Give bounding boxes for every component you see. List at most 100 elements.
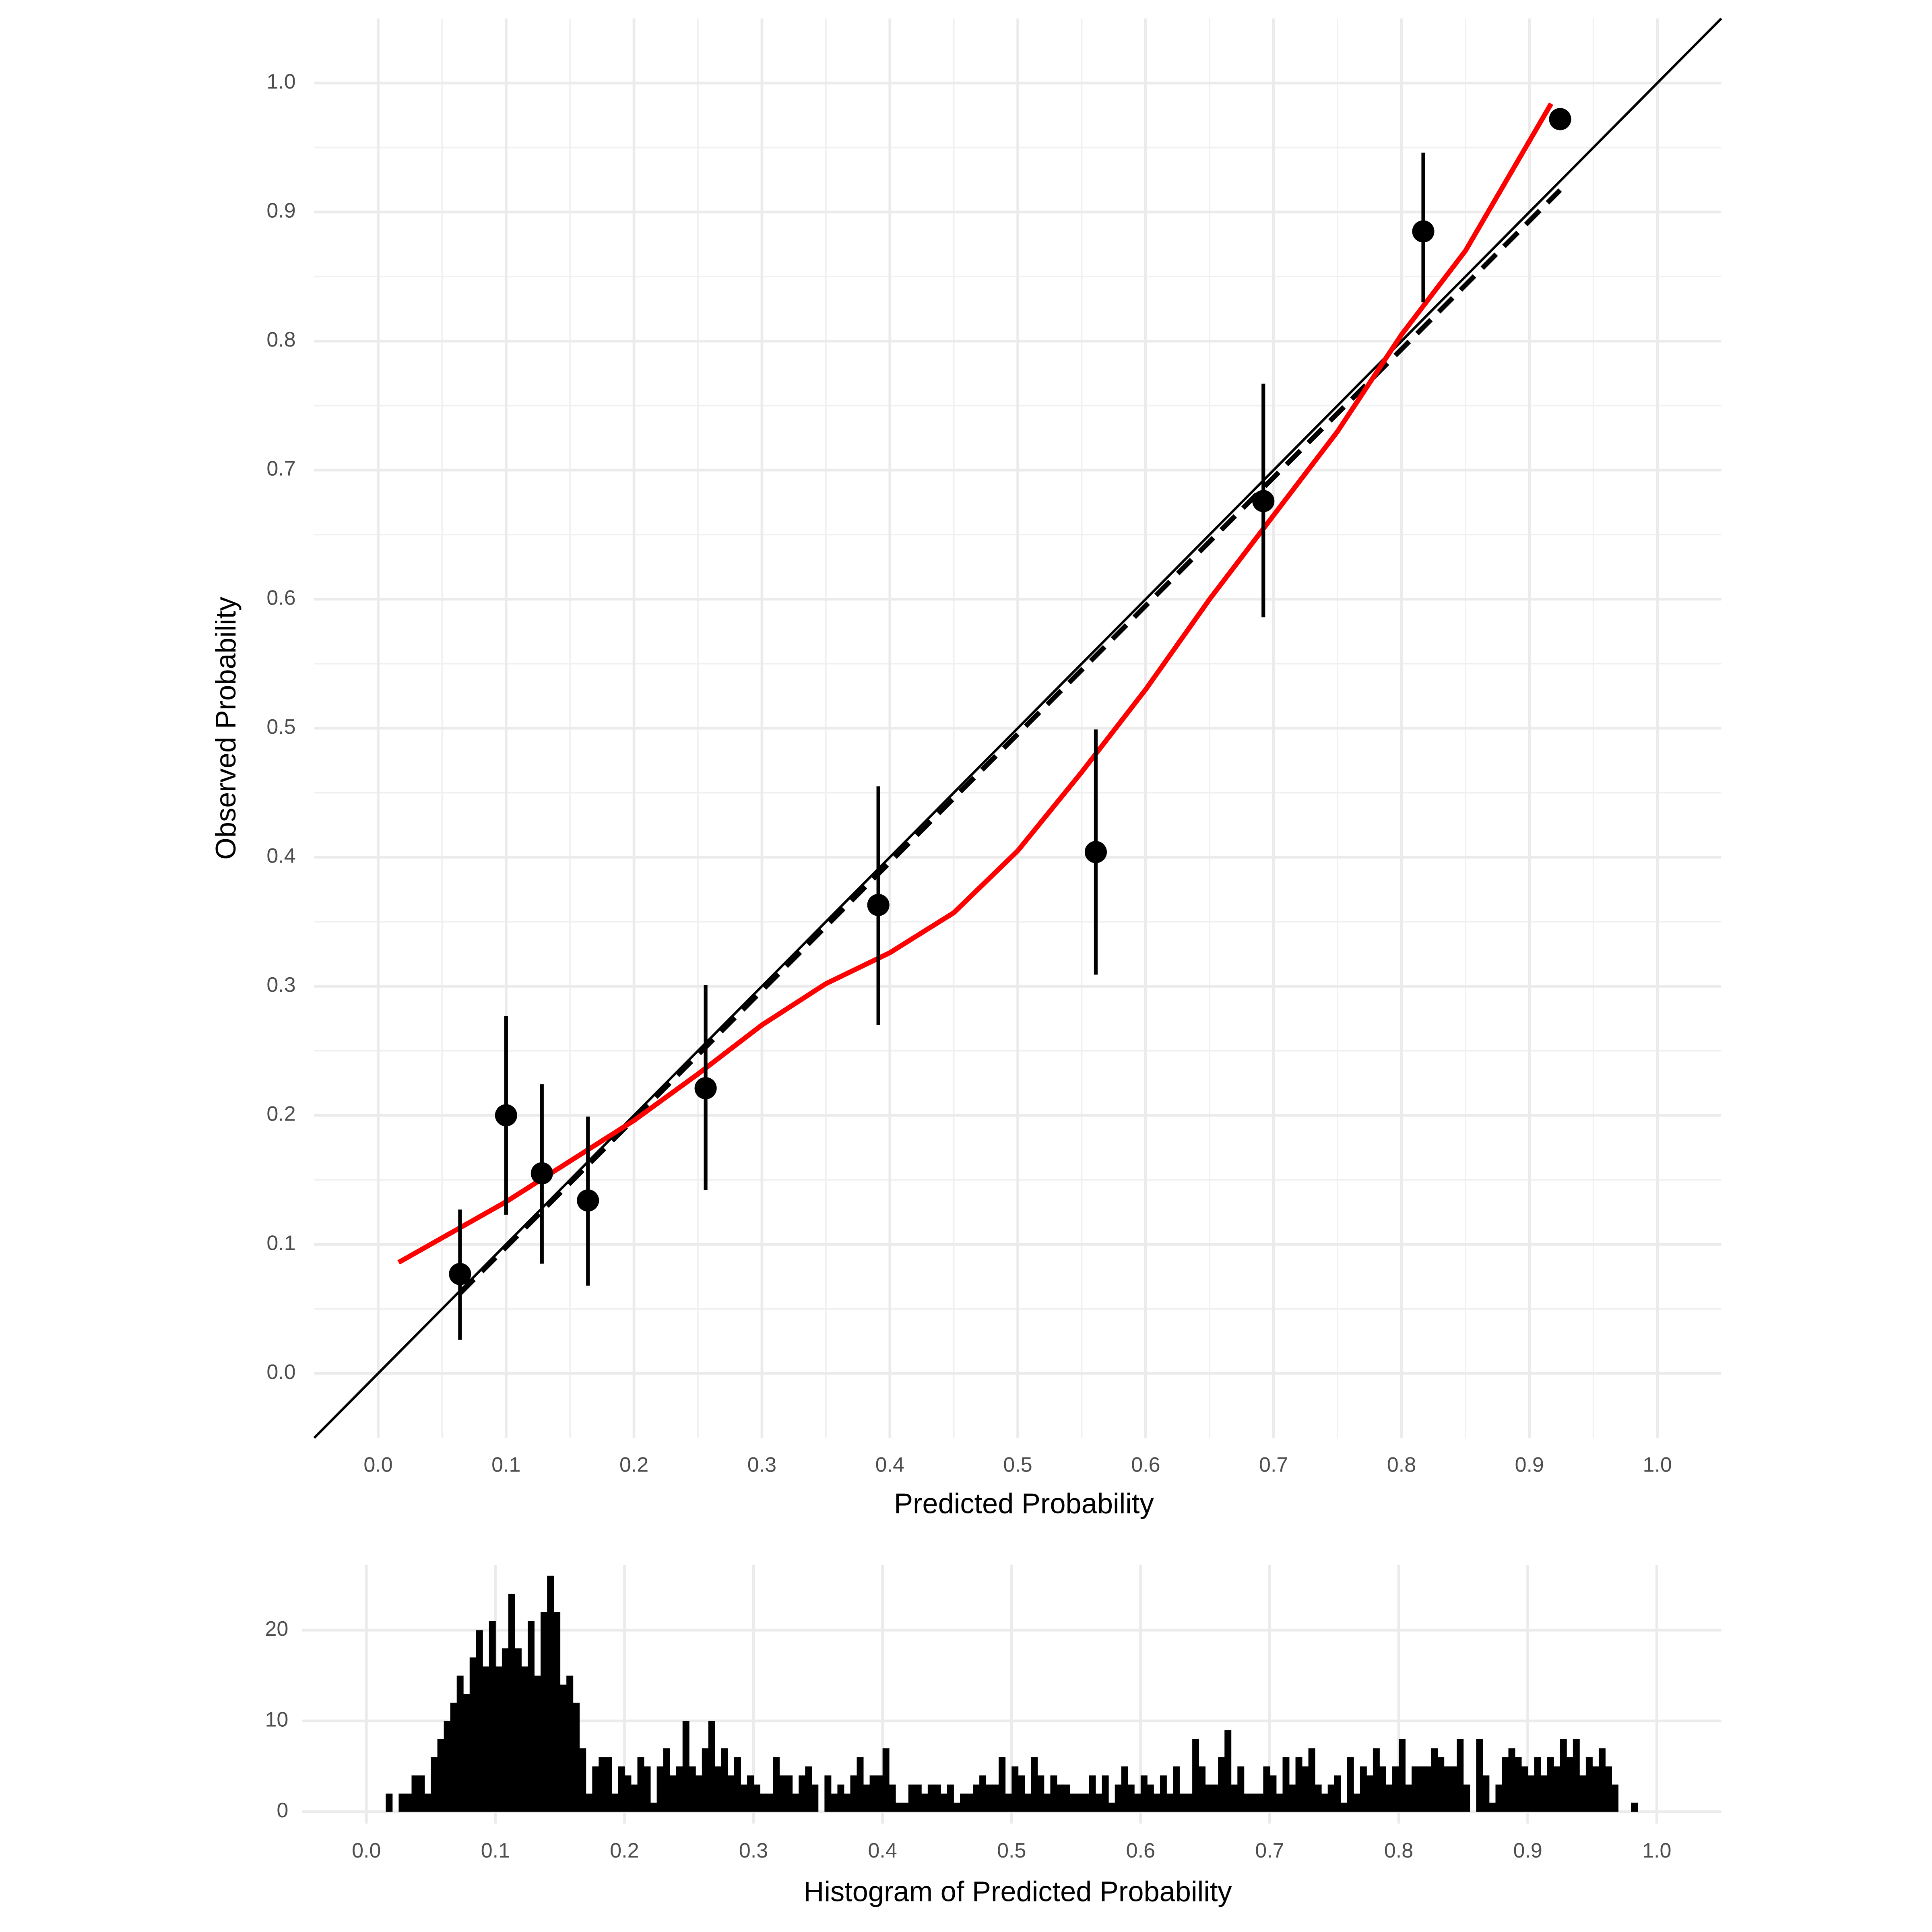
histogram-bar: [979, 1775, 987, 1812]
histogram-bar: [605, 1757, 612, 1812]
histogram-bar: [999, 1757, 1006, 1812]
histogram-bar: [966, 1794, 974, 1812]
x-tick-label: 0.2: [610, 1839, 639, 1862]
histogram-bar: [753, 1784, 761, 1812]
x-tick-label: 0.7: [1259, 1453, 1288, 1477]
histogram-bar: [1269, 1775, 1277, 1812]
histogram-bar: [1166, 1794, 1173, 1812]
histogram-bar: [1495, 1784, 1503, 1812]
histogram-bar: [553, 1612, 561, 1812]
histogram-bar: [1250, 1794, 1257, 1812]
histogram-bar: [1224, 1730, 1232, 1812]
histogram-bar: [1450, 1766, 1457, 1812]
histogram-bar: [940, 1794, 947, 1812]
x-tick-label: 0.1: [481, 1839, 510, 1862]
histogram-bar: [1102, 1775, 1109, 1812]
histogram-bar: [850, 1775, 857, 1812]
y-tick-label: 20: [265, 1617, 288, 1641]
histogram-bar: [1463, 1784, 1470, 1812]
histogram-bar: [1199, 1766, 1206, 1812]
y-tick-label: 0.2: [266, 1102, 295, 1126]
histogram-bar: [482, 1666, 489, 1812]
histogram-bar: [773, 1757, 780, 1812]
histogram-bar: [1263, 1766, 1270, 1812]
histogram-bar: [1140, 1775, 1148, 1812]
point: [449, 1263, 471, 1285]
y-tick-label: 0.3: [266, 973, 295, 997]
histogram-bar: [1534, 1757, 1541, 1812]
histogram-bar: [663, 1748, 670, 1812]
histogram-bar: [837, 1784, 844, 1812]
y-tick-label: 0.9: [266, 199, 295, 223]
histogram-bar: [682, 1721, 689, 1812]
histogram-bar: [792, 1794, 799, 1812]
histogram-bar: [799, 1775, 806, 1812]
histogram-bar: [386, 1794, 393, 1812]
histogram-bar: [1573, 1739, 1580, 1812]
histogram-bar: [1282, 1757, 1290, 1812]
histogram-bar: [1057, 1784, 1064, 1812]
histogram-bar: [469, 1657, 477, 1812]
point: [1084, 841, 1107, 863]
histogram-bar: [1257, 1794, 1264, 1812]
x-tick-label: 0.9: [1513, 1839, 1542, 1862]
histogram-bar: [1244, 1794, 1251, 1812]
histogram-bar: [1205, 1784, 1212, 1812]
histogram-bar: [831, 1794, 838, 1812]
y-tick-label: 0.5: [266, 715, 295, 739]
histogram-bar: [973, 1784, 980, 1812]
x-tick-label: 1.0: [1643, 1453, 1672, 1477]
histogram-bar: [586, 1794, 593, 1812]
histogram-bar: [637, 1757, 644, 1812]
histogram-bar: [1605, 1766, 1612, 1812]
histogram-bar: [1308, 1748, 1315, 1812]
x-tick-label: 0.8: [1387, 1453, 1416, 1477]
point: [1549, 108, 1571, 130]
histogram-bar: [1412, 1766, 1419, 1812]
histogram-bar: [1089, 1775, 1096, 1812]
histogram-bar: [405, 1794, 412, 1812]
histogram-bar: [1115, 1784, 1122, 1812]
histogram-bar: [631, 1784, 638, 1812]
y-tick-label: 0.7: [266, 457, 295, 481]
histogram-bar: [986, 1784, 993, 1812]
histogram-bar: [1179, 1794, 1186, 1812]
histogram-bar: [560, 1684, 567, 1812]
histogram-bar: [398, 1794, 406, 1812]
histogram-bar: [895, 1802, 902, 1812]
histogram-bar: [1186, 1794, 1193, 1812]
histogram-bar: [1018, 1775, 1025, 1812]
histogram-bar: [1082, 1794, 1090, 1812]
point: [1412, 220, 1435, 243]
x-tick-label: 0.9: [1515, 1453, 1544, 1477]
histogram-bar: [992, 1784, 999, 1812]
histogram-bar: [1527, 1775, 1535, 1812]
y-tick-label: 0.4: [266, 844, 295, 868]
y-tick-label: 0.0: [266, 1360, 295, 1384]
histogram-bar: [1063, 1784, 1070, 1812]
histogram-bar: [1385, 1784, 1393, 1812]
histogram-bar: [1160, 1775, 1167, 1812]
x-tick-label: 0.6: [1126, 1839, 1155, 1862]
histogram-bar: [656, 1766, 664, 1812]
histogram-bar: [1392, 1766, 1399, 1812]
histogram-bar: [1405, 1784, 1412, 1812]
histogram-bar: [1444, 1766, 1451, 1812]
histogram-bar: [1379, 1766, 1386, 1812]
histogram-bar: [508, 1593, 515, 1812]
histogram-bar: [592, 1766, 599, 1812]
histogram-bar: [779, 1775, 786, 1812]
y-tick-label: 0.6: [266, 586, 295, 609]
histogram-bar: [1127, 1784, 1135, 1812]
histogram-bar: [1095, 1794, 1102, 1812]
histogram-bar: [437, 1739, 444, 1812]
histogram-bar: [689, 1766, 696, 1812]
histogram-bar: [624, 1775, 632, 1812]
histogram-bar: [676, 1766, 683, 1812]
histogram-bar: [1598, 1748, 1606, 1812]
histogram-bar: [695, 1775, 702, 1812]
histogram-bar: [1005, 1794, 1012, 1812]
histogram-bar: [1076, 1794, 1083, 1812]
x-tick-label: 1.0: [1642, 1839, 1671, 1862]
histogram-bar: [418, 1775, 425, 1812]
